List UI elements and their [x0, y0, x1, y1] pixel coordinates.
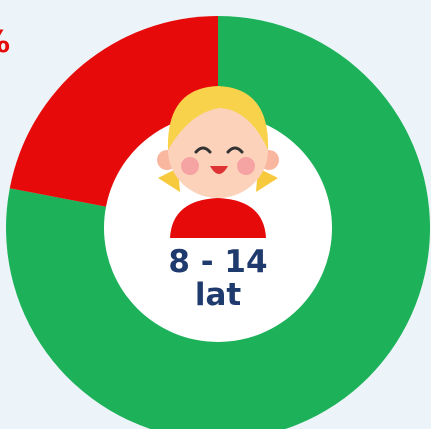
slice [6, 16, 430, 429]
girl-icon [157, 86, 279, 238]
center-label: 8 - 14 [168, 244, 267, 280]
center-label: lat [195, 277, 242, 313]
annotation: % [0, 25, 10, 60]
